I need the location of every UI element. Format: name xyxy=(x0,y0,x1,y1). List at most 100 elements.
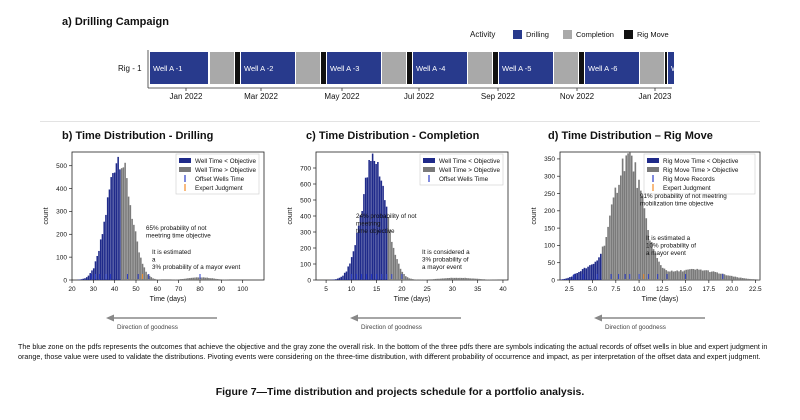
x-tick-label: 25 xyxy=(424,286,432,293)
histogram-bar xyxy=(410,278,412,280)
histogram-bar xyxy=(625,155,628,280)
histogram-bar xyxy=(740,277,742,280)
y-tick-label: 50 xyxy=(548,260,556,267)
rig-label: Rig - 1 xyxy=(118,64,142,73)
histogram-bar xyxy=(636,187,638,280)
histogram-bars xyxy=(329,153,498,280)
well-label: Well A -2 xyxy=(244,64,274,73)
histogram-bar xyxy=(436,278,438,280)
histogram-bar xyxy=(209,278,212,280)
histogram-bar xyxy=(701,270,704,280)
legend-swatch xyxy=(179,158,191,163)
completion-bar xyxy=(210,52,234,84)
rigmove-bar xyxy=(235,52,240,84)
histogram-bar xyxy=(481,279,484,280)
histogram-bar xyxy=(627,153,629,280)
month-label: Sep 2022 xyxy=(480,92,516,101)
histogram-bar xyxy=(432,279,435,280)
histogram-bar xyxy=(605,237,608,280)
histogram-bar xyxy=(190,277,193,280)
rigmove-bar xyxy=(321,52,326,84)
histogram-bar xyxy=(133,224,135,280)
month-label: Mar 2022 xyxy=(244,92,278,101)
histogram-bar xyxy=(155,279,158,280)
y-tick-label: 500 xyxy=(300,197,311,204)
y-tick-label: 300 xyxy=(544,174,555,181)
completion-bar xyxy=(296,52,320,84)
histogram-bar xyxy=(618,184,620,280)
histogram-bar xyxy=(616,192,618,280)
x-tick-label: 30 xyxy=(90,286,98,293)
histogram-bar xyxy=(429,279,431,280)
direction-label: Direction of goodness xyxy=(117,324,178,331)
histogram-bar xyxy=(340,276,342,280)
histogram-bar xyxy=(152,278,154,280)
figure-caption: Figure 7—Time distribution and projects … xyxy=(215,386,585,398)
histogram-bar xyxy=(707,270,709,280)
y-tick-label: 250 xyxy=(544,191,555,198)
month-label: Jul 2022 xyxy=(403,92,435,101)
gantt-legend-rigmove: Rig Move xyxy=(624,30,669,39)
histogram-bar xyxy=(652,249,655,280)
histogram-bar xyxy=(413,279,416,280)
chart-legend: Well Time < Objective Well Time > Objecti… xyxy=(419,153,504,186)
histogram-bar xyxy=(439,278,442,280)
histogram-bar xyxy=(716,272,718,280)
legend-label: Well Time > Objective xyxy=(195,167,256,174)
x-axis-label: Time (days) xyxy=(642,296,679,303)
chart-rigmove: 2.5 5.0 7.5 10.0 12.5 15.0 17.5 20.0 22.5 0 50 100 1… xyxy=(531,151,762,331)
histogram-bar xyxy=(364,177,367,280)
histogram-bar xyxy=(460,277,463,280)
legend-label: Expert Judgment xyxy=(663,185,711,192)
drilling-bar xyxy=(413,52,467,84)
histogram-bar xyxy=(603,245,606,280)
histogram-bar xyxy=(206,277,208,280)
histogram-bar xyxy=(406,277,409,280)
histogram-bar xyxy=(569,277,571,280)
histogram-bar xyxy=(141,263,144,280)
histogram-bar xyxy=(387,217,390,280)
histogram-bar xyxy=(208,277,210,280)
legend-label: Expert Judgment xyxy=(195,185,243,192)
annotation-text: It is estimated a xyxy=(646,235,691,242)
histogram-bar xyxy=(474,278,477,280)
chart-legend: Well Time < Objective Well Time > Objecti… xyxy=(175,153,260,195)
drilling-swatch xyxy=(513,30,522,39)
histogram-bar xyxy=(349,263,351,280)
histogram-bar xyxy=(687,269,689,280)
histogram-bar xyxy=(459,277,461,280)
histogram-bar xyxy=(147,274,149,280)
histogram-bar xyxy=(361,211,363,280)
histogram-bar xyxy=(466,278,468,280)
histogram-bar xyxy=(213,278,215,280)
completion-legend-label: Completion xyxy=(576,30,614,39)
x-tick-label: 10 xyxy=(348,286,356,293)
x-tick-label: 20 xyxy=(398,286,406,293)
drilling-bar xyxy=(327,52,381,84)
y-tick-label: 0 xyxy=(307,277,311,284)
histogram-bar xyxy=(705,270,708,280)
rigmove-bar xyxy=(407,52,412,84)
histogram-bar xyxy=(448,277,451,280)
histogram-bar xyxy=(148,275,151,280)
histogram-bar xyxy=(140,257,142,280)
histogram-bar xyxy=(729,275,731,280)
direction-arrowhead xyxy=(594,314,602,322)
histogram-bar xyxy=(594,261,597,280)
histogram-bar xyxy=(656,257,658,280)
histogram-bar xyxy=(663,268,666,280)
histogram-bar xyxy=(106,197,109,280)
annotation-text: 24% probability of not xyxy=(356,213,417,220)
histogram-bar xyxy=(660,265,662,280)
histogram-bar xyxy=(188,278,191,280)
y-axis-label: count xyxy=(531,207,538,224)
histogram-bar xyxy=(343,272,346,280)
histogram-bar xyxy=(176,279,179,280)
well-label: Well A -5 xyxy=(502,64,532,73)
completion-swatch xyxy=(563,30,572,39)
histogram-bar xyxy=(112,173,114,280)
histogram-bar xyxy=(354,245,356,280)
histogram-bar xyxy=(467,278,470,280)
gantt-bars xyxy=(150,52,674,84)
histogram-bar xyxy=(425,279,428,280)
